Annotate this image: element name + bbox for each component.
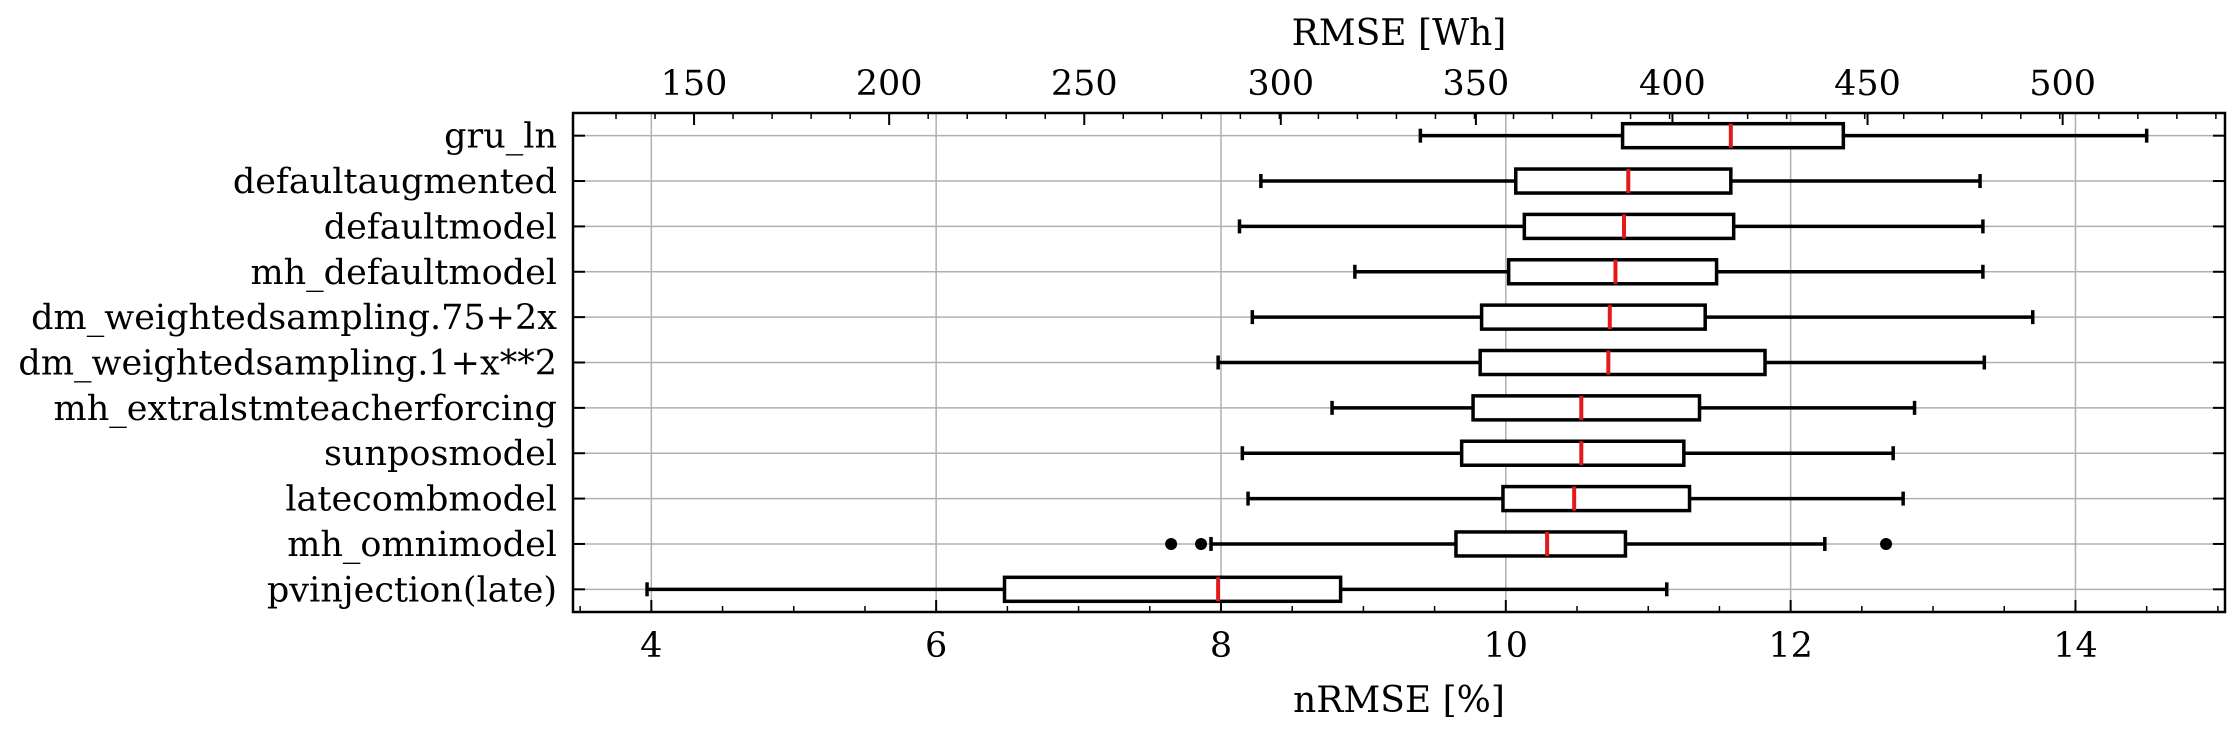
box-iqr xyxy=(1522,212,1736,241)
box-defaultaugmented xyxy=(1259,167,1982,195)
box-mh_defaultmodel xyxy=(1353,258,1985,286)
plot-frame xyxy=(571,111,2227,614)
x2-tick-label: 450 xyxy=(1834,64,1901,104)
category-label: defaultmodel xyxy=(324,207,557,247)
x2-tick-label: 350 xyxy=(1442,64,1509,104)
x2-tick-label: 250 xyxy=(1051,64,1118,104)
box-iqr xyxy=(1454,530,1628,558)
x2-tick-label: 200 xyxy=(856,64,923,104)
box-series xyxy=(645,121,2149,604)
outlier-point xyxy=(1195,537,1208,550)
outlier-point xyxy=(1165,537,1178,550)
category-label: mh_extralstmteacherforcing xyxy=(54,389,557,429)
x2-tick-label: 300 xyxy=(1247,64,1314,104)
x-tick-label: 12 xyxy=(1768,626,1813,666)
bottom-axis-label: nRMSE [%] xyxy=(1293,680,1505,721)
outlier-point xyxy=(1880,537,1893,550)
box-iqr xyxy=(1501,484,1692,513)
box-latecombmodel xyxy=(1246,484,1905,513)
category-label: mh_defaultmodel xyxy=(250,253,557,293)
box-iqr xyxy=(1514,167,1733,195)
category-label: latecombmodel xyxy=(285,480,557,520)
category-label: defaultaugmented xyxy=(233,162,557,202)
box-iqr xyxy=(1478,348,1767,377)
box-iqr xyxy=(1506,258,1719,286)
box-defaultmodel xyxy=(1237,212,1985,241)
box-mh_extralstmteacherforcing xyxy=(1330,394,1917,422)
box-iqr xyxy=(1479,303,1707,331)
top-axis-label: RMSE [Wh] xyxy=(1292,13,1507,54)
box-gru_ln xyxy=(1418,121,2149,150)
box-iqr xyxy=(1459,439,1686,467)
x2-tick-label: 150 xyxy=(661,64,728,104)
x2-tick-label: 400 xyxy=(1639,64,1706,104)
category-label: mh_omnimodel xyxy=(287,525,557,565)
x2-tick-label: 500 xyxy=(2029,64,2096,104)
box-dm_weightedsampling.75+2x xyxy=(1250,303,2035,331)
box-sunposmodel xyxy=(1240,439,1895,467)
box-iqr xyxy=(1002,575,1343,604)
category-label: dm_weightedsampling.1+x**2 xyxy=(18,344,557,384)
category-label: pvinjection(late) xyxy=(267,570,557,610)
category-label: gru_ln xyxy=(444,117,557,157)
x-tick-label: 6 xyxy=(925,626,947,666)
x-tick-label: 10 xyxy=(1484,626,1529,666)
box-mh_omnimodel xyxy=(1165,530,1893,558)
axis-ticks: 4 6 8 10 12 14 150 200 250 300 350 400 450 500 xyxy=(573,64,2225,666)
x-tick-label: 4 xyxy=(640,626,662,666)
box-dm_weightedsampling.1+x**2 xyxy=(1216,348,1987,377)
category-labels: gru_ln defaultaugmented defaultmodel mh_def… xyxy=(18,117,557,611)
category-label: dm_weightedsampling.75+2x xyxy=(31,298,557,338)
box-pvinjection(late) xyxy=(645,575,1669,604)
x-tick-label: 14 xyxy=(2053,626,2098,666)
box-iqr xyxy=(1471,394,1702,422)
x-tick-label: 8 xyxy=(1210,626,1232,666)
box-iqr xyxy=(1620,121,1846,150)
category-label: sunposmodel xyxy=(324,434,557,474)
